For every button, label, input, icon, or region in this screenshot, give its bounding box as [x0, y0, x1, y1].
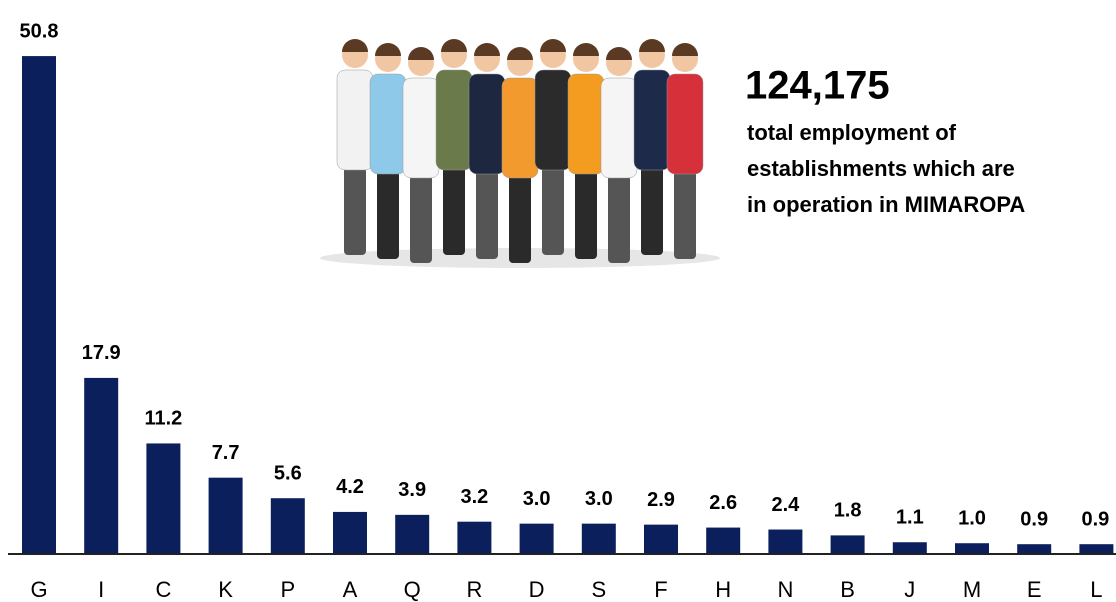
- x-tick-label: G: [30, 577, 47, 602]
- value-label: 50.8: [20, 20, 59, 42]
- value-label: 0.9: [1020, 508, 1048, 530]
- headline: 124,175: [745, 64, 890, 108]
- bar: [892, 542, 927, 553]
- body: [534, 69, 572, 171]
- bar: [768, 529, 803, 553]
- body: [567, 73, 605, 175]
- value-label: 1.1: [896, 507, 924, 529]
- leg: [542, 160, 564, 255]
- x-tick-label: M: [963, 577, 981, 602]
- hair: [573, 43, 599, 56]
- leg: [410, 168, 432, 263]
- body: [468, 73, 506, 175]
- hair: [507, 47, 533, 60]
- hair: [441, 39, 467, 52]
- x-tick-label: A: [343, 577, 358, 602]
- x-tick-label: H: [715, 577, 731, 602]
- bar: [270, 498, 305, 553]
- body: [336, 69, 374, 171]
- body: [600, 77, 638, 179]
- value-label: 2.6: [709, 492, 737, 514]
- value-label: 4.2: [336, 476, 364, 498]
- value-label: 5.6: [274, 463, 302, 485]
- value-label: 2.9: [647, 489, 675, 511]
- x-tick-label: D: [529, 577, 545, 602]
- hair: [606, 47, 632, 60]
- hair: [408, 47, 434, 60]
- x-tick-label: F: [654, 577, 667, 602]
- bar: [395, 514, 430, 553]
- x-tick-label: R: [466, 577, 482, 602]
- bar: [581, 523, 616, 553]
- hair: [375, 43, 401, 56]
- bar: [644, 524, 678, 553]
- hair: [540, 39, 566, 52]
- body: [666, 73, 704, 175]
- bar: [208, 477, 243, 553]
- hair: [342, 39, 368, 52]
- x-tick-label: S: [591, 577, 606, 602]
- leg: [575, 164, 597, 259]
- annotation-line: in operation in MIMAROPA: [747, 192, 1025, 217]
- value-label: 1.0: [958, 507, 986, 529]
- hair: [474, 43, 500, 56]
- x-tick-label: N: [777, 577, 793, 602]
- x-tick-label: L: [1090, 577, 1102, 602]
- leg: [641, 160, 663, 255]
- annotation-line: establishments which are: [747, 156, 1015, 181]
- x-tick-label: C: [155, 577, 171, 602]
- body: [369, 73, 407, 175]
- value-label: 3.9: [398, 479, 426, 501]
- leg: [608, 168, 630, 263]
- value-label: 17.9: [82, 342, 121, 364]
- x-tick-label: Q: [404, 577, 421, 602]
- bar: [146, 443, 181, 553]
- leg: [344, 160, 366, 255]
- leg: [476, 164, 498, 259]
- bar: [519, 523, 554, 553]
- body: [435, 69, 473, 171]
- hair: [639, 39, 665, 52]
- illustration: [320, 39, 720, 268]
- value-label: 0.9: [1081, 508, 1109, 530]
- annotation-line: total employment of: [747, 120, 957, 145]
- bar: [22, 56, 56, 553]
- x-tick-label: K: [218, 577, 233, 602]
- x-tick-label: P: [280, 577, 295, 602]
- value-label: 3.0: [523, 488, 551, 510]
- bar: [955, 543, 989, 553]
- leg: [674, 164, 696, 259]
- bar: [1017, 544, 1052, 553]
- value-label: 7.7: [212, 442, 240, 464]
- bar: [457, 521, 492, 553]
- x-tick-label: B: [840, 577, 855, 602]
- value-label: 11.2: [144, 408, 182, 430]
- value-label: 3.0: [585, 488, 613, 510]
- bar: [84, 377, 119, 553]
- leg: [443, 160, 465, 255]
- x-tick-label: J: [904, 577, 915, 602]
- body: [501, 77, 539, 179]
- bar: [830, 535, 865, 553]
- bar: [1079, 544, 1114, 553]
- body: [402, 77, 440, 179]
- value-label: 3.2: [460, 486, 488, 508]
- value-label: 1.8: [834, 500, 862, 522]
- bar: [333, 511, 367, 553]
- bar: [706, 527, 741, 553]
- x-tick-label: I: [98, 577, 104, 602]
- hair: [672, 43, 698, 56]
- body: [633, 69, 671, 171]
- x-tick-label: E: [1027, 577, 1042, 602]
- leg: [509, 168, 531, 263]
- value-label: 2.4: [771, 494, 800, 516]
- leg: [377, 164, 399, 259]
